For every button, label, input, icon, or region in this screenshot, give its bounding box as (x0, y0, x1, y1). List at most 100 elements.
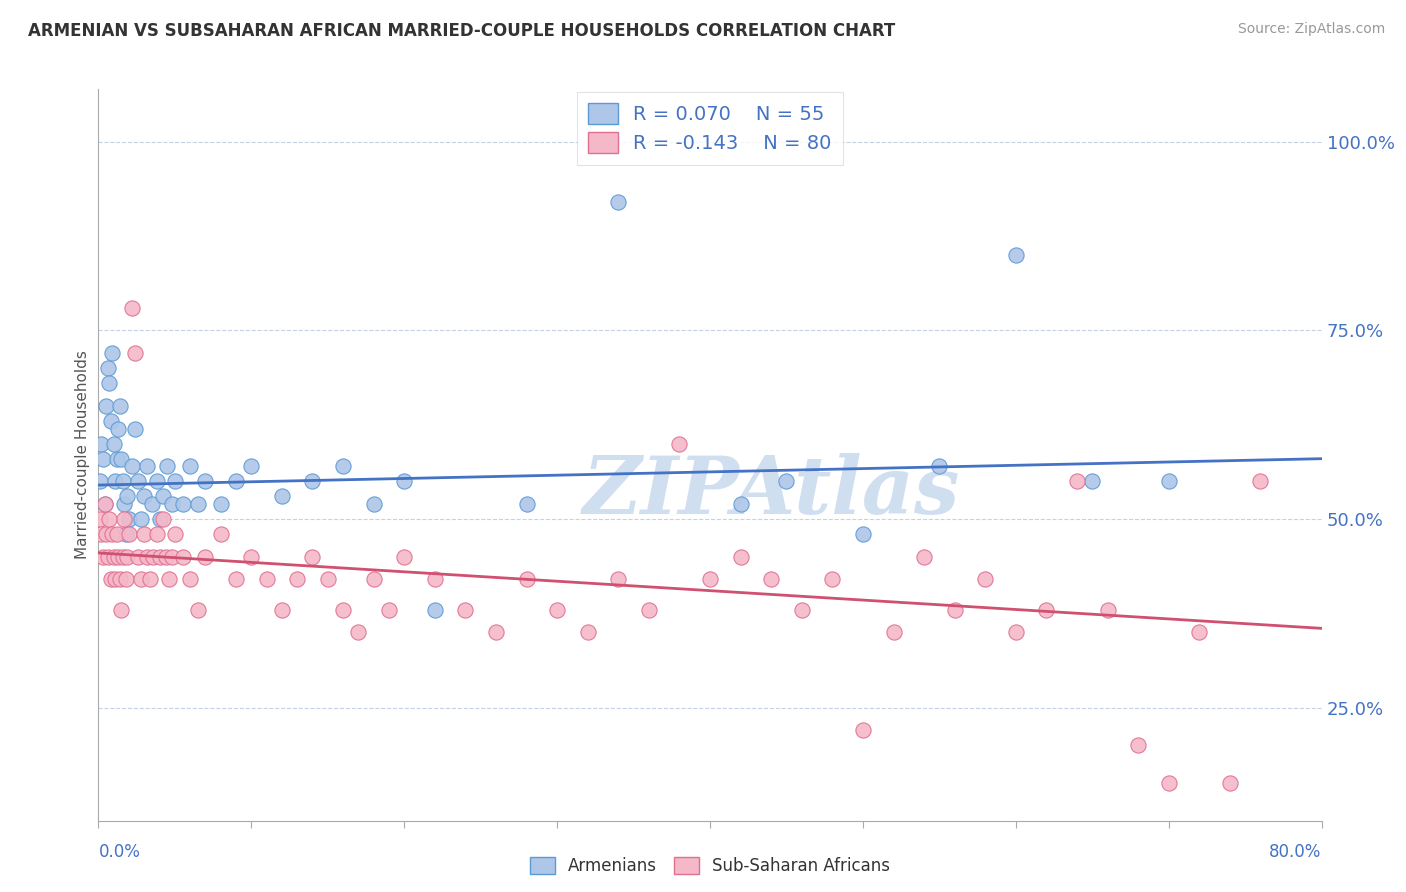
Point (392, 549, 416, 564)
Legend: R = 0.070    N = 55, R = -0.143    N = 80: R = 0.070 N = 55, R = -0.143 N = 80 (576, 92, 844, 165)
Point (363, 572, 385, 586)
Point (392, 475, 416, 489)
Point (104, 475, 127, 489)
Point (127, 475, 149, 489)
Point (821, 572, 844, 586)
Point (172, 497, 194, 511)
Y-axis label: Married-couple Households: Married-couple Households (75, 351, 90, 559)
Point (912, 549, 935, 564)
Point (94, 527, 117, 541)
Point (121, 459, 143, 474)
Point (139, 572, 162, 586)
Point (145, 527, 167, 541)
Point (187, 497, 209, 511)
Point (179, 572, 201, 586)
Point (1035, 602, 1057, 616)
Point (107, 549, 129, 564)
Point (883, 625, 905, 640)
Point (316, 572, 339, 586)
Text: ARMENIAN VS SUBSAHARAN AFRICAN MARRIED-COUPLE HOUSEHOLDS CORRELATION CHART: ARMENIAN VS SUBSAHARAN AFRICAN MARRIED-C… (28, 22, 896, 40)
Point (124, 346, 146, 360)
Point (160, 497, 183, 511)
Point (129, 572, 152, 586)
Point (852, 723, 875, 738)
Point (423, 602, 446, 616)
Point (1066, 475, 1088, 489)
Text: 0.0%: 0.0% (98, 843, 141, 861)
Point (91, 451, 114, 466)
Point (117, 489, 139, 503)
Point (98, 512, 121, 526)
Point (108, 572, 131, 586)
Point (172, 549, 194, 564)
Point (89, 475, 111, 489)
Text: Source: ZipAtlas.com: Source: ZipAtlas.com (1237, 22, 1385, 37)
Point (100, 414, 122, 428)
Point (516, 572, 538, 586)
Point (1188, 625, 1211, 640)
Point (256, 572, 278, 586)
Point (105, 527, 128, 541)
Point (285, 572, 308, 586)
Point (179, 459, 201, 474)
Point (112, 512, 135, 526)
Point (94, 399, 117, 413)
Point (546, 602, 568, 616)
Point (103, 549, 125, 564)
Point (1249, 475, 1271, 489)
Point (759, 572, 782, 586)
Point (301, 475, 323, 489)
Point (149, 549, 172, 564)
Point (516, 497, 538, 511)
Point (378, 602, 401, 616)
Point (163, 527, 186, 541)
Point (1081, 475, 1104, 489)
Point (115, 527, 138, 541)
Point (363, 497, 385, 511)
Point (111, 475, 134, 489)
Text: ZIPAtlas: ZIPAtlas (582, 453, 960, 530)
Point (225, 475, 247, 489)
Point (141, 497, 163, 511)
Point (118, 512, 141, 526)
Text: 80.0%: 80.0% (1270, 843, 1322, 861)
Point (347, 625, 370, 640)
Point (332, 459, 354, 474)
Point (152, 489, 174, 503)
Point (270, 489, 292, 503)
Point (127, 549, 149, 564)
Point (112, 497, 135, 511)
Point (108, 399, 131, 413)
Point (668, 436, 690, 450)
Point (301, 549, 323, 564)
Point (90, 527, 112, 541)
Point (730, 497, 752, 511)
Point (485, 625, 508, 640)
Point (152, 512, 174, 526)
Point (240, 549, 263, 564)
Point (117, 549, 139, 564)
Point (194, 475, 217, 489)
Point (332, 602, 354, 616)
Point (157, 572, 180, 586)
Point (91, 549, 114, 564)
Point (576, 625, 599, 640)
Point (136, 549, 159, 564)
Point (93, 497, 115, 511)
Point (1157, 475, 1180, 489)
Point (97, 361, 120, 376)
Point (118, 527, 141, 541)
Point (225, 572, 247, 586)
Point (89, 512, 111, 526)
Point (111, 549, 134, 564)
Point (97, 549, 120, 564)
Point (156, 459, 179, 474)
Point (607, 195, 630, 210)
Point (101, 346, 124, 360)
Point (145, 475, 167, 489)
Point (134, 489, 156, 503)
Point (943, 602, 966, 616)
Point (103, 436, 125, 450)
Point (142, 549, 165, 564)
Point (1097, 602, 1119, 616)
